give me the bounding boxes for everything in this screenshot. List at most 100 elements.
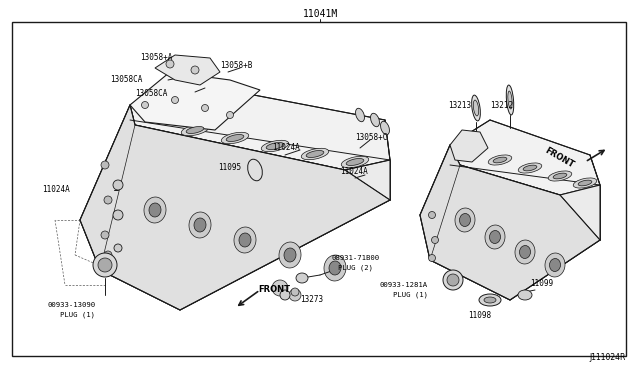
Circle shape	[202, 105, 209, 112]
Polygon shape	[420, 145, 600, 300]
Ellipse shape	[301, 148, 329, 160]
Ellipse shape	[472, 95, 481, 121]
Polygon shape	[130, 80, 390, 170]
Ellipse shape	[306, 151, 324, 157]
Circle shape	[104, 251, 112, 259]
Ellipse shape	[261, 140, 289, 152]
Ellipse shape	[550, 259, 561, 272]
Circle shape	[141, 102, 148, 109]
Ellipse shape	[280, 290, 290, 300]
Ellipse shape	[493, 157, 507, 163]
Circle shape	[98, 258, 112, 272]
Ellipse shape	[553, 173, 567, 179]
Text: 13058+B: 13058+B	[220, 61, 252, 70]
Ellipse shape	[291, 288, 299, 296]
Ellipse shape	[488, 155, 512, 165]
Text: 13273: 13273	[300, 295, 323, 305]
Ellipse shape	[455, 208, 475, 232]
Ellipse shape	[515, 240, 535, 264]
Ellipse shape	[279, 242, 301, 268]
Text: 13058+A: 13058+A	[140, 54, 172, 62]
Circle shape	[101, 161, 109, 169]
Ellipse shape	[234, 227, 256, 253]
Text: 11041M: 11041M	[302, 9, 338, 19]
Ellipse shape	[460, 214, 470, 227]
Ellipse shape	[181, 124, 209, 136]
Ellipse shape	[194, 218, 206, 232]
Ellipse shape	[484, 297, 496, 303]
Ellipse shape	[523, 165, 537, 171]
Ellipse shape	[186, 126, 204, 134]
Ellipse shape	[520, 246, 531, 259]
Text: 00933-1281A: 00933-1281A	[380, 282, 428, 288]
Text: FRONT: FRONT	[543, 146, 575, 170]
Text: PLUG (2): PLUG (2)	[338, 265, 373, 271]
Ellipse shape	[356, 108, 364, 122]
Ellipse shape	[329, 261, 341, 275]
Circle shape	[431, 237, 438, 244]
Circle shape	[114, 244, 122, 252]
Circle shape	[289, 289, 301, 301]
Text: 11099: 11099	[530, 279, 553, 288]
Circle shape	[104, 196, 112, 204]
Ellipse shape	[284, 248, 296, 262]
Circle shape	[101, 231, 109, 239]
Text: PLUG (1): PLUG (1)	[393, 292, 428, 298]
Polygon shape	[155, 55, 220, 85]
Ellipse shape	[324, 255, 346, 281]
Ellipse shape	[474, 100, 479, 116]
Ellipse shape	[508, 91, 512, 109]
Circle shape	[113, 180, 123, 190]
Polygon shape	[130, 72, 260, 130]
Circle shape	[429, 212, 435, 218]
Text: 13212: 13212	[490, 100, 513, 109]
Text: PLUG (1): PLUG (1)	[60, 312, 95, 318]
Polygon shape	[420, 145, 600, 300]
Ellipse shape	[221, 132, 249, 144]
Circle shape	[429, 254, 435, 262]
Circle shape	[93, 253, 117, 277]
Ellipse shape	[341, 156, 369, 168]
Ellipse shape	[144, 197, 166, 223]
Ellipse shape	[479, 294, 501, 306]
Circle shape	[113, 210, 123, 220]
Ellipse shape	[371, 113, 380, 127]
Text: 13058+C: 13058+C	[355, 134, 387, 142]
Text: FRONT: FRONT	[258, 285, 290, 295]
Circle shape	[443, 270, 463, 290]
Circle shape	[447, 274, 459, 286]
Text: J111024R: J111024R	[589, 353, 626, 362]
Circle shape	[172, 96, 179, 103]
Ellipse shape	[239, 233, 251, 247]
Ellipse shape	[189, 212, 211, 238]
Ellipse shape	[548, 171, 572, 181]
Ellipse shape	[485, 225, 505, 249]
Circle shape	[227, 112, 234, 119]
Ellipse shape	[346, 158, 364, 166]
Polygon shape	[450, 120, 600, 195]
Polygon shape	[450, 130, 488, 162]
Ellipse shape	[149, 203, 161, 217]
Circle shape	[191, 66, 199, 74]
Ellipse shape	[381, 121, 390, 135]
Text: 08931-71B00: 08931-71B00	[332, 255, 380, 261]
Text: 13058CA: 13058CA	[110, 76, 142, 84]
Ellipse shape	[490, 231, 500, 244]
Text: 11024A: 11024A	[42, 186, 70, 195]
Text: 11024A: 11024A	[340, 167, 368, 176]
Text: 13058CA: 13058CA	[135, 90, 168, 99]
Ellipse shape	[545, 253, 565, 277]
Circle shape	[272, 280, 288, 296]
Bar	[12, 22, 626, 356]
Polygon shape	[80, 105, 390, 310]
Ellipse shape	[248, 159, 262, 181]
Ellipse shape	[296, 273, 308, 283]
Ellipse shape	[518, 163, 542, 173]
Text: 13213: 13213	[448, 100, 471, 109]
Ellipse shape	[506, 85, 514, 115]
Ellipse shape	[226, 135, 244, 141]
Polygon shape	[80, 105, 390, 310]
Text: 11024A: 11024A	[272, 144, 300, 153]
Text: 11098: 11098	[468, 311, 491, 320]
Ellipse shape	[266, 142, 284, 150]
